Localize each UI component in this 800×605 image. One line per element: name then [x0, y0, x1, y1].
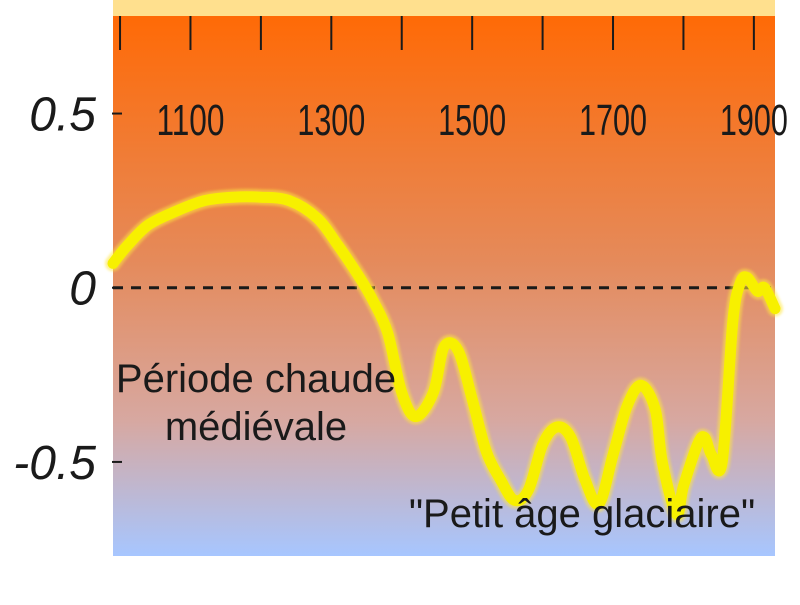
annotation-medieval-warm-line-2: médiévale — [165, 405, 347, 449]
x-tick-label: 1300 — [297, 96, 365, 145]
x-tick-label: 1700 — [579, 96, 647, 145]
y-tick-label: 0 — [69, 263, 96, 316]
x-tick-label: 1900 — [720, 96, 788, 145]
annotation-little-ice-age: "Petit âge glaciaire" — [409, 492, 755, 536]
x-tick-label: 1100 — [156, 96, 224, 145]
y-tick-label: 0.5 — [29, 89, 96, 142]
annotation-medieval-warm-line-1: Période chaude — [116, 357, 396, 401]
y-tick-label: -0.5 — [13, 437, 96, 490]
top-band — [113, 0, 775, 16]
y-axis-ticks: 0.5 0 -0.5 — [13, 89, 122, 490]
x-tick-label: 1500 — [438, 96, 506, 145]
temperature-series-line — [107, 191, 781, 521]
x-axis-ticks: 1100 1300 1500 1700 1900 — [119, 16, 788, 145]
